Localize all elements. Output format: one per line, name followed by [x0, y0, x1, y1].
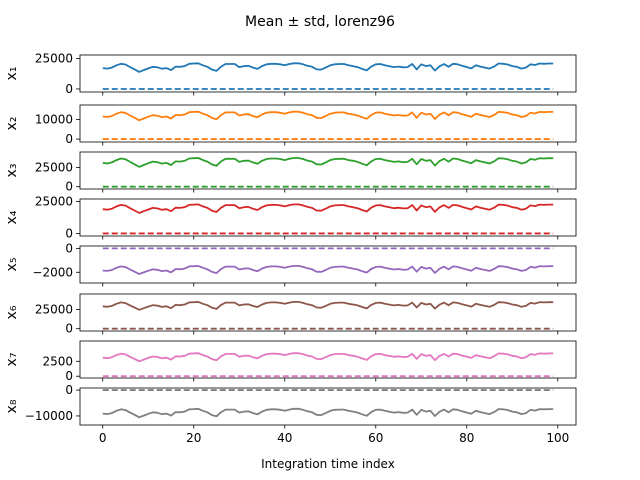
mean-line — [102, 352, 554, 363]
y-tick-label: 25000 — [35, 52, 73, 66]
axes-frame — [79, 245, 577, 284]
axes-frame — [79, 151, 577, 190]
subplot-x3: 0 25000 x₃ — [4, 151, 577, 194]
x-axis-label: Integration time index — [261, 457, 395, 471]
y-tick-label: 25000 — [35, 302, 73, 316]
y-tick-label: 0 — [65, 241, 73, 255]
x-tick-label: 80 — [459, 431, 474, 445]
y-axis-label: x₇ — [4, 353, 20, 367]
mean-line — [102, 264, 554, 275]
shared-x-axis: 0 20 40 60 80 100 — [99, 431, 569, 445]
mean-line — [102, 300, 554, 311]
subplot-stack: 025000x₁010000x₂025000x₃025000x₄0−2000x₅… — [4, 52, 577, 429]
axes-frame — [79, 387, 577, 426]
y-tick-label: 0 — [65, 132, 73, 146]
subplot-x1: 0 25000 x₁ — [4, 52, 577, 96]
subplot-x4: 0 25000 x₄ — [4, 195, 577, 240]
mean-line — [102, 110, 554, 122]
y-tick-label: 0 — [65, 369, 73, 383]
subplot-x6: 0 25000 x₆ — [4, 293, 577, 336]
y-axis-label: x₈ — [4, 399, 20, 413]
subplot-x8: 0 −10000 x₈ — [4, 383, 577, 429]
y-tick-label: 25000 — [35, 195, 73, 209]
y-tick-label: 0 — [65, 383, 73, 397]
y-tick-label: 0 — [65, 226, 73, 240]
y-tick-label: 25000 — [35, 160, 73, 174]
y-axis-label: x₄ — [4, 210, 20, 224]
axes-frame — [79, 104, 577, 143]
x-tick-label: 0 — [99, 431, 107, 445]
subplot-x2: 0 10000 x₂ — [4, 104, 577, 146]
y-tick-label: 0 — [65, 180, 73, 194]
y-tick-label: −10000 — [25, 409, 73, 423]
chart-title: Mean ± std, lorenz96 — [245, 14, 395, 30]
mean-line — [102, 407, 554, 419]
y-tick-label: 2500 — [42, 354, 73, 368]
x-tick-label: 60 — [368, 431, 383, 445]
y-axis-label: x₃ — [4, 164, 20, 178]
x-tick-label: 20 — [186, 431, 201, 445]
y-tick-label: 0 — [65, 322, 73, 336]
y-axis-label: x₂ — [4, 117, 20, 131]
mean-line — [102, 62, 554, 73]
y-axis-label: x₁ — [4, 67, 20, 81]
axes-frame — [79, 198, 577, 237]
x-tick-label: 100 — [546, 431, 569, 445]
x-tick-label: 40 — [277, 431, 292, 445]
y-tick-label: −2000 — [32, 265, 73, 279]
y-tick-label: 10000 — [35, 113, 73, 127]
axes-frame — [79, 293, 577, 332]
y-tick-label: 0 — [65, 82, 73, 96]
axes-frame — [79, 54, 577, 93]
y-axis-label: x₅ — [4, 258, 20, 272]
mean-line — [102, 157, 554, 168]
axes-frame — [79, 340, 577, 379]
mean-line — [102, 203, 554, 214]
subplot-x5: 0 −2000 x₅ — [4, 241, 577, 287]
y-axis-label: x₆ — [4, 305, 20, 319]
